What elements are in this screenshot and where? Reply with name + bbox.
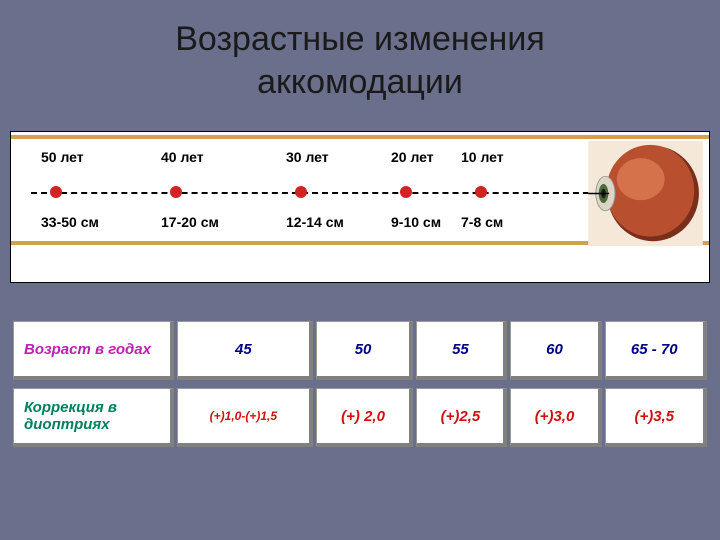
- axis-dot: [170, 186, 182, 198]
- axis-dot: [295, 186, 307, 198]
- age-cell: 45: [177, 321, 313, 380]
- dist-label: 9-10 см: [391, 214, 441, 230]
- axis-line: [31, 192, 599, 194]
- correction-table: Возраст в годах 45 50 55 60 65 - 70 Корр…: [10, 313, 710, 455]
- age-label: 50 лет: [41, 149, 84, 165]
- diopter-cell: (+)3,5: [605, 388, 707, 447]
- row-label-diopter: Коррекция в диоптриях: [13, 388, 174, 447]
- accommodation-diagram: 50 лет 40 лет 30 лет 20 лет 10 лет 33-50…: [10, 131, 710, 283]
- dist-label: 12-14 см: [286, 214, 344, 230]
- age-cell: 60: [510, 321, 601, 380]
- table-row-age: Возраст в годах 45 50 55 60 65 - 70: [13, 321, 707, 380]
- age-label: 30 лет: [286, 149, 329, 165]
- table-row-diopter: Коррекция в диоптриях (+)1,0-(+)1,5 (+) …: [13, 388, 707, 447]
- dist-label: 33-50 см: [41, 214, 99, 230]
- dist-label: 7-8 см: [461, 214, 503, 230]
- diopter-cell: (+) 2,0: [316, 388, 414, 447]
- diopter-cell: (+)2,5: [416, 388, 507, 447]
- age-cell: 55: [416, 321, 507, 380]
- age-cell: 65 - 70: [605, 321, 707, 380]
- diagram-inner: 50 лет 40 лет 30 лет 20 лет 10 лет 33-50…: [11, 135, 709, 245]
- age-cell: 50: [316, 321, 414, 380]
- age-label: 10 лет: [461, 149, 504, 165]
- diopter-cell: (+)3,0: [510, 388, 601, 447]
- page-title: Возрастные изменения аккомодации: [0, 0, 720, 131]
- age-label: 20 лет: [391, 149, 434, 165]
- diopter-cell: (+)1,0-(+)1,5: [177, 388, 313, 447]
- axis-dot: [475, 186, 487, 198]
- title-line2: аккомодации: [257, 63, 463, 101]
- row-label-age: Возраст в годах: [13, 321, 174, 380]
- title-line1: Возрастные изменения: [175, 20, 544, 58]
- dist-label: 17-20 см: [161, 214, 219, 230]
- axis-dot: [400, 186, 412, 198]
- age-label: 40 лет: [161, 149, 204, 165]
- axis-dot: [50, 186, 62, 198]
- eye-diagram: [588, 141, 703, 246]
